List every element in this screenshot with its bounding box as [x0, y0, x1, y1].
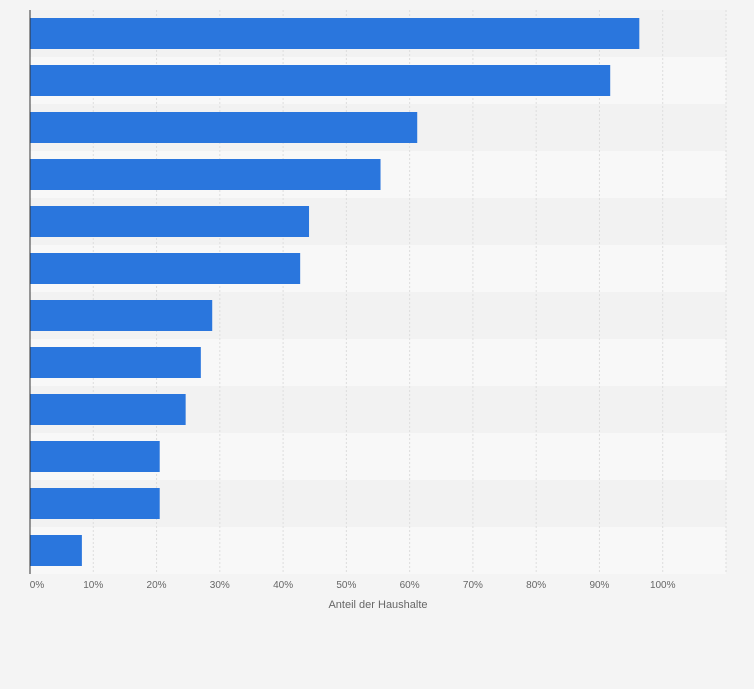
- x-tick-label: 90%: [589, 580, 609, 591]
- x-tick-label: 100%: [650, 580, 676, 591]
- x-tick-label: 80%: [526, 580, 546, 591]
- bar[interactable]: [30, 347, 201, 378]
- bar[interactable]: [30, 488, 160, 519]
- bar[interactable]: [30, 441, 160, 472]
- bar[interactable]: [30, 300, 213, 331]
- x-tick-label: 10%: [83, 580, 103, 591]
- x-tick-label: 50%: [336, 580, 356, 591]
- bar[interactable]: [30, 206, 310, 237]
- bar[interactable]: [30, 112, 418, 143]
- bar[interactable]: [30, 394, 186, 425]
- x-axis-title: Anteil der Haushalte: [328, 599, 427, 611]
- bar[interactable]: [30, 65, 611, 96]
- bar[interactable]: [30, 18, 640, 49]
- x-tick-label: 0%: [30, 580, 45, 591]
- x-tick-label: 20%: [147, 580, 167, 591]
- bar[interactable]: [30, 159, 381, 190]
- x-tick-label: 30%: [210, 580, 230, 591]
- row-band: [30, 527, 726, 574]
- bar[interactable]: [30, 253, 301, 284]
- x-tick-label: 40%: [273, 580, 293, 591]
- x-tick-label: 70%: [463, 580, 483, 591]
- x-tick-label: 60%: [400, 580, 420, 591]
- bar[interactable]: [30, 535, 82, 566]
- x-tick-labels: 0% 10% 20% 30% 40% 50% 60% 70% 80% 90% 100%: [30, 580, 676, 591]
- bars: [30, 18, 640, 566]
